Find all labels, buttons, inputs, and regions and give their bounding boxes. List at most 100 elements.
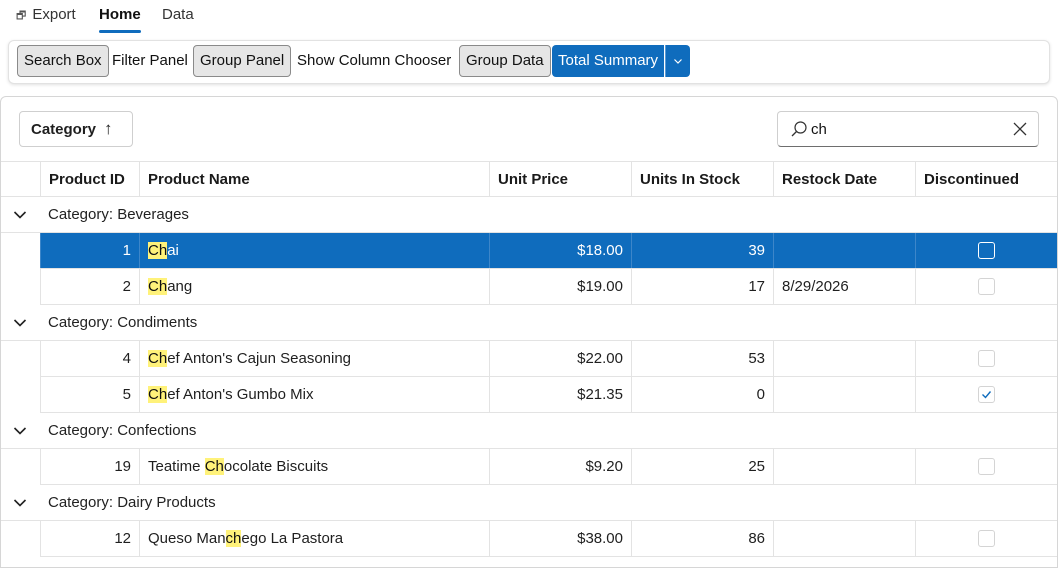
cell-discontinued[interactable] xyxy=(915,449,1057,484)
discontinued-checkbox[interactable] xyxy=(978,350,995,367)
cell-units-in-stock[interactable]: 39 xyxy=(631,233,773,268)
export-icon: 🗗 xyxy=(16,10,27,22)
cell-discontinued[interactable] xyxy=(915,377,1057,412)
column-header-product-name[interactable]: Product Name xyxy=(139,162,489,196)
group-by-category-chip[interactable]: Category ↑ xyxy=(19,111,133,147)
column-header-product-id[interactable]: Product ID xyxy=(40,162,139,196)
search-highlight: Ch xyxy=(148,242,168,259)
search-highlight: Ch xyxy=(148,350,168,367)
group-row-label: Category: Confections xyxy=(48,422,197,439)
discontinued-checkbox[interactable] xyxy=(978,386,995,403)
cell-restock-date[interactable] xyxy=(773,341,915,376)
cell-product-name[interactable]: Queso Manchego La Pastora xyxy=(139,521,489,556)
cell-units-in-stock[interactable]: 25 xyxy=(631,449,773,484)
sort-ascending-icon: ↑ xyxy=(104,119,113,138)
cell-product-id[interactable]: 12 xyxy=(40,521,139,556)
close-icon[interactable] xyxy=(1012,121,1028,137)
cell-unit-price[interactable]: $9.20 xyxy=(489,449,631,484)
table-row[interactable]: 5 Chef Anton's Gumbo Mix $21.35 0 xyxy=(1,377,1057,413)
cell-unit-price[interactable]: $21.35 xyxy=(489,377,631,412)
checkmark-icon xyxy=(982,391,992,399)
group-row[interactable]: Category: Condiments xyxy=(1,305,1057,341)
cell-product-name[interactable]: Chang xyxy=(139,269,489,304)
tab-export[interactable]: 🗗 Export xyxy=(16,6,76,26)
discontinued-checkbox[interactable] xyxy=(978,530,995,547)
cell-unit-price[interactable]: $18.00 xyxy=(489,233,631,268)
discontinued-checkbox[interactable] xyxy=(978,242,995,259)
cell-restock-date[interactable] xyxy=(773,377,915,412)
cell-restock-date[interactable] xyxy=(773,449,915,484)
table-row[interactable]: 12 Queso Manchego La Pastora $38.00 86 xyxy=(1,521,1057,557)
table-row[interactable]: 2 Chang $19.00 17 8/29/2026 xyxy=(1,269,1057,305)
table-row[interactable]: 1 Chai $18.00 39 xyxy=(1,233,1057,269)
group-row[interactable]: Category: Beverages xyxy=(1,197,1057,233)
column-header-restock-date[interactable]: Restock Date xyxy=(773,162,915,196)
cell-product-id[interactable]: 2 xyxy=(40,269,139,304)
group-panel-toggle[interactable]: Group Panel xyxy=(193,45,292,77)
product-name-rest: ego La Pastora xyxy=(241,530,344,547)
filter-panel-toggle[interactable]: Filter Panel xyxy=(112,52,188,69)
total-summary-dropdown[interactable] xyxy=(665,45,690,77)
data-grid: Category ↑ Product ID Product Name Unit P… xyxy=(0,96,1058,568)
search-highlight: Ch xyxy=(204,458,224,475)
row-cells: 1 Chai $18.00 39 xyxy=(40,233,1057,269)
cell-unit-price[interactable]: $22.00 xyxy=(489,341,631,376)
row-cells: 5 Chef Anton's Gumbo Mix $21.35 0 xyxy=(40,377,1057,413)
row-cells: 4 Chef Anton's Cajun Seasoning $22.00 53 xyxy=(40,341,1057,377)
cell-restock-date[interactable] xyxy=(773,233,915,268)
product-name-prefix: Teatime xyxy=(148,458,205,475)
cell-restock-date[interactable]: 8/29/2026 xyxy=(773,269,915,304)
cell-unit-price[interactable]: $38.00 xyxy=(489,521,631,556)
chevron-down-icon[interactable] xyxy=(13,496,27,510)
group-row[interactable]: Category: Confections xyxy=(1,413,1057,449)
cell-product-name[interactable]: Teatime Chocolate Biscuits xyxy=(139,449,489,484)
discontinued-checkbox[interactable] xyxy=(978,278,995,295)
group-row-label: Category: Beverages xyxy=(48,206,189,223)
cell-product-name[interactable]: Chai xyxy=(139,233,489,268)
table-row[interactable]: 4 Chef Anton's Cajun Seasoning $22.00 53 xyxy=(1,341,1057,377)
column-header-unit-price[interactable]: Unit Price xyxy=(489,162,631,196)
cell-discontinued[interactable] xyxy=(915,269,1057,304)
group-data-toggle[interactable]: Group Data xyxy=(459,45,551,77)
cell-discontinued[interactable] xyxy=(915,233,1057,268)
cell-product-id[interactable]: 19 xyxy=(40,449,139,484)
toolbar: Search Box Filter Panel Group Panel Show… xyxy=(8,40,1050,84)
column-header-discontinued[interactable]: Discontinued xyxy=(915,162,1057,196)
search-box-toggle[interactable]: Search Box xyxy=(17,45,109,77)
cell-restock-date[interactable] xyxy=(773,521,915,556)
column-header-row: Product ID Product Name Unit Price Units… xyxy=(1,161,1057,197)
cell-product-id[interactable]: 4 xyxy=(40,341,139,376)
cell-unit-price[interactable]: $19.00 xyxy=(489,269,631,304)
product-name-rest: ef Anton's Cajun Seasoning xyxy=(167,350,352,367)
group-row-label: Category: Condiments xyxy=(48,314,198,331)
cell-units-in-stock[interactable]: 0 xyxy=(631,377,773,412)
cell-product-id[interactable]: 5 xyxy=(40,377,139,412)
tab-data[interactable]: Data xyxy=(162,6,194,23)
group-row-label: Category: Dairy Products xyxy=(48,494,216,511)
cell-product-id[interactable]: 1 xyxy=(40,233,139,268)
group-row[interactable]: Category: Dairy Products xyxy=(1,485,1057,521)
discontinued-checkbox[interactable] xyxy=(978,458,995,475)
search-icon xyxy=(791,121,807,137)
tab-home[interactable]: Home xyxy=(99,6,141,23)
cell-discontinued[interactable] xyxy=(915,341,1057,376)
row-cells: 12 Queso Manchego La Pastora $38.00 86 xyxy=(40,521,1057,557)
chevron-down-icon[interactable] xyxy=(13,424,27,438)
show-column-chooser-button[interactable]: Show Column Chooser xyxy=(297,52,452,69)
cell-units-in-stock[interactable]: 86 xyxy=(631,521,773,556)
table-row[interactable]: 19 Teatime Chocolate Biscuits $9.20 25 xyxy=(1,449,1057,485)
cell-units-in-stock[interactable]: 53 xyxy=(631,341,773,376)
cell-discontinued[interactable] xyxy=(915,521,1057,556)
column-header-units-in-stock[interactable]: Units In Stock xyxy=(631,162,773,196)
group-chip-label: Category xyxy=(31,121,97,138)
cell-units-in-stock[interactable]: 17 xyxy=(631,269,773,304)
product-name-rest: ef Anton's Gumbo Mix xyxy=(167,386,314,403)
row-cells: 19 Teatime Chocolate Biscuits $9.20 25 xyxy=(40,449,1057,485)
product-name-rest: ocolate Biscuits xyxy=(223,458,329,475)
cell-product-name[interactable]: Chef Anton's Cajun Seasoning xyxy=(139,341,489,376)
cell-product-name[interactable]: Chef Anton's Gumbo Mix xyxy=(139,377,489,412)
search-input[interactable] xyxy=(811,118,1001,140)
chevron-down-icon[interactable] xyxy=(13,208,27,222)
chevron-down-icon[interactable] xyxy=(13,316,27,330)
total-summary-button[interactable]: Total Summary xyxy=(552,45,665,77)
